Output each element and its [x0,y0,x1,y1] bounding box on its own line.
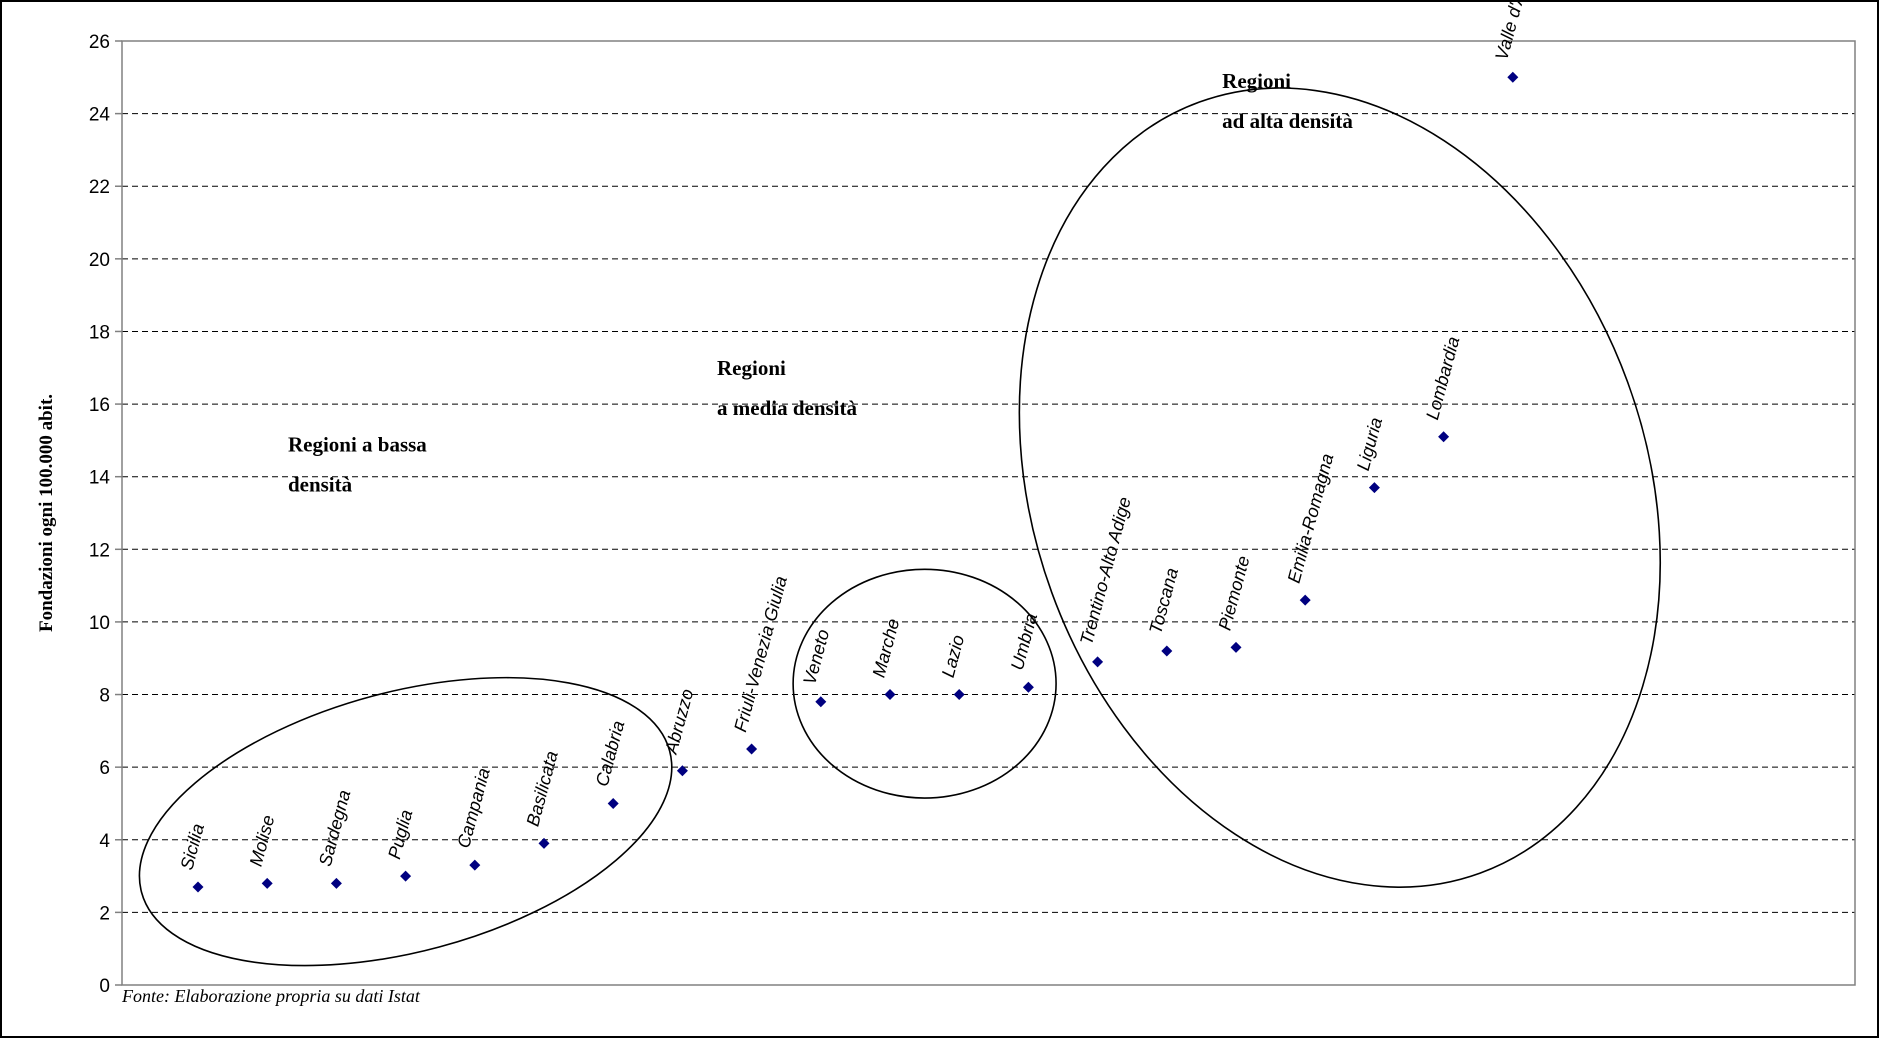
gridlines [122,113,1855,913]
y-tick-label: 4 [99,831,110,852]
point-11 [953,689,965,701]
group-label-line: densità [288,472,353,496]
point-6 [607,797,619,809]
group-ellipse-2 [792,568,1057,799]
point-4 [469,859,481,871]
y-tick-label: 20 [89,250,110,271]
point-19 [1507,71,1519,83]
point-5 [538,837,550,849]
group-ellipse-3 [1018,87,1662,888]
point-12 [1022,681,1034,693]
group-label-line: Regioni [717,356,786,380]
group-label-line: a media densità [717,396,858,420]
source-note: Fonte: Elaborazione propria su dati Ista… [121,986,421,1006]
data-points [192,71,1519,893]
y-tick-label: 18 [89,322,110,343]
point-8 [746,743,758,755]
group-labels: Regioni a bassa densità Regioni a media den… [288,69,1353,496]
y-tick-label: 22 [89,177,110,198]
point-13 [1092,656,1104,668]
point-7 [676,765,688,777]
group-label-line: Regioni [1222,69,1291,93]
group-ellipses [138,87,1662,967]
point-1 [261,877,273,889]
y-tick-label: 14 [89,468,111,489]
group-ellipse-1 [138,676,673,967]
point-18 [1438,431,1450,443]
y-tick-label: 16 [89,395,110,416]
y-tick-label: 0 [99,976,110,997]
plot-area-border [121,40,1856,986]
point-16 [1299,594,1311,606]
point-9 [815,696,827,708]
point-10 [884,689,896,701]
y-tick-label: 12 [89,540,110,561]
point-15 [1230,641,1242,653]
point-0 [192,881,204,893]
y-tick-label: 24 [89,105,111,126]
y-tick-label: 26 [89,32,110,53]
y-tick-label: 6 [99,758,110,779]
group-label-line: Regioni a bassa [288,432,427,456]
y-tick-label: 8 [99,686,110,707]
group-label-line: ad alta densità [1222,109,1353,133]
point-14 [1161,645,1173,657]
point-17 [1368,482,1380,494]
point-2 [330,877,342,889]
y-tick-label: 2 [99,903,110,924]
point-3 [400,870,412,882]
y-tick-label: 10 [89,613,110,634]
y-axis-label: Fondazioni ogni 100.000 abit. [36,394,57,632]
